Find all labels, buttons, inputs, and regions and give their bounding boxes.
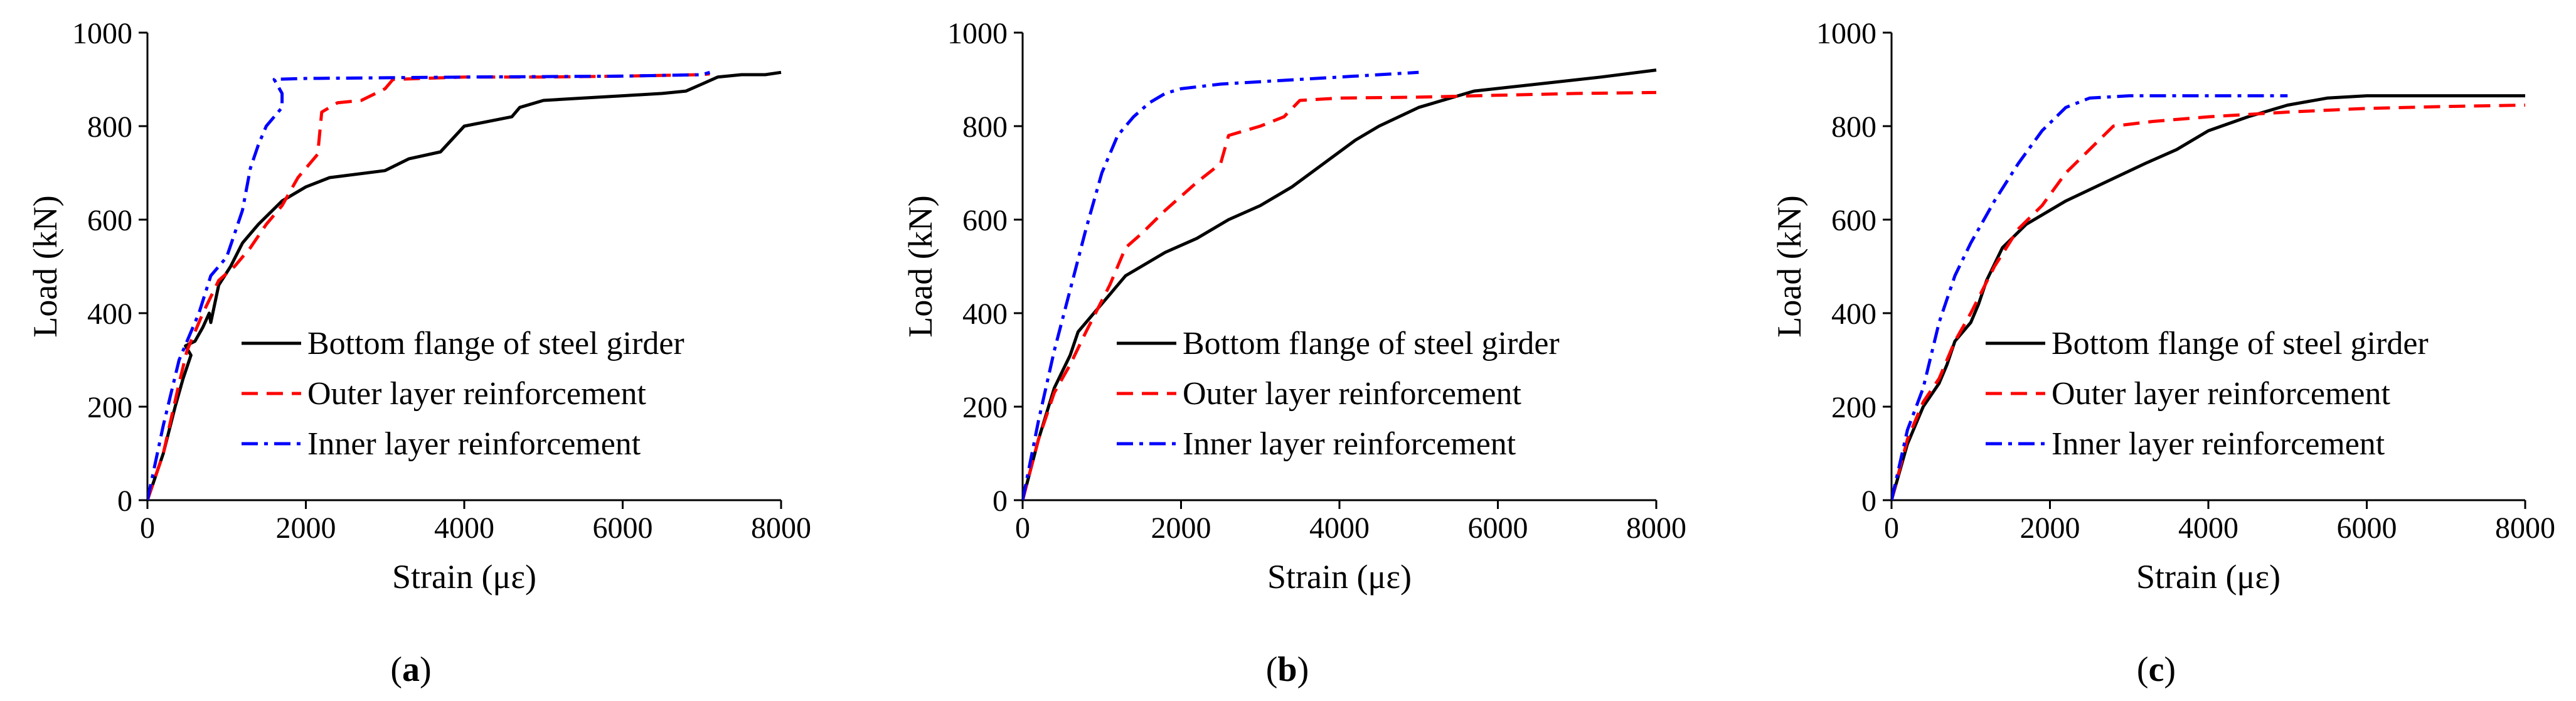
series-line-inner-layer xyxy=(147,70,711,500)
series-line-inner-layer xyxy=(1892,94,2288,500)
caption-open-paren: ( xyxy=(2137,650,2149,689)
y-tick-label: 800 xyxy=(962,110,1008,144)
y-tick-label: 0 xyxy=(1861,484,1876,518)
y-tick-label: 0 xyxy=(117,484,132,518)
legend-label: Inner layer reinforcement xyxy=(2052,426,2385,462)
y-tick-label: 1000 xyxy=(1816,17,1876,50)
y-tick-label: 0 xyxy=(993,484,1008,518)
y-tick-label: 200 xyxy=(1831,391,1876,424)
x-tick-label: 8000 xyxy=(751,511,811,545)
panel-caption: (b) xyxy=(1266,650,1309,689)
caption-close-paren: ) xyxy=(1297,650,1309,689)
caption-letter: c xyxy=(2149,650,2164,689)
y-tick-label: 600 xyxy=(87,204,132,237)
x-tick-label: 6000 xyxy=(1468,511,1528,545)
y-tick-label: 400 xyxy=(87,297,132,331)
x-tick-label: 8000 xyxy=(2495,511,2555,545)
caption-close-paren: ) xyxy=(2164,650,2176,689)
y-axis-title: Load (kN) xyxy=(902,195,939,337)
y-tick-label: 400 xyxy=(962,297,1008,331)
x-axis-title: Strain (με) xyxy=(2136,558,2281,596)
legend-label: Outer layer reinforcement xyxy=(307,376,646,412)
x-tick-label: 0 xyxy=(1015,511,1030,545)
y-axis-title: Load (kN) xyxy=(26,195,64,337)
chart-panel-b: 0 2000 4000 6000 8000 0 200 400 600 800 1000 Strain… xyxy=(902,17,1686,689)
legend-label: Bottom flange of steel girder xyxy=(1183,326,1560,361)
y-tick-label: 600 xyxy=(962,204,1008,237)
legend-label: Inner layer reinforcement xyxy=(1183,426,1516,462)
x-tick-label: 4000 xyxy=(434,511,494,545)
legend-label: Bottom flange of steel girder xyxy=(2052,326,2429,361)
caption-open-paren: ( xyxy=(390,650,402,689)
caption-close-paren: ) xyxy=(420,650,432,689)
caption-open-paren: ( xyxy=(1266,650,1278,689)
caption-letter: a xyxy=(402,650,420,689)
y-tick-label: 400 xyxy=(1831,297,1876,331)
series-line-outer-layer xyxy=(1892,104,2526,500)
chart-panel-a: 0 2000 4000 6000 8000 0 200 400 600 800 1000 Strain… xyxy=(26,17,811,689)
x-axis-title: Strain (με) xyxy=(1267,558,1412,596)
series-line-bottom-flange xyxy=(1892,94,2525,500)
y-tick-label: 1000 xyxy=(947,17,1008,50)
x-tick-label: 0 xyxy=(140,511,155,545)
legend-label: Inner layer reinforcement xyxy=(307,426,641,462)
y-tick-label: 600 xyxy=(1831,204,1876,237)
legend-label: Outer layer reinforcement xyxy=(1183,376,1521,412)
legend-label: Bottom flange of steel girder xyxy=(307,326,684,361)
panel-caption: (a) xyxy=(390,650,431,689)
y-tick-label: 800 xyxy=(1831,110,1876,144)
x-tick-label: 2000 xyxy=(276,511,336,545)
y-tick-label: 200 xyxy=(962,391,1008,424)
legend-label: Outer layer reinforcement xyxy=(2052,376,2390,412)
x-tick-label: 6000 xyxy=(593,511,653,545)
x-tick-label: 4000 xyxy=(2178,511,2238,545)
chart-panel-c: 0 2000 4000 6000 8000 0 200 400 600 800 1000 Strain… xyxy=(1770,17,2555,689)
x-axis-title: Strain (με) xyxy=(392,558,536,596)
y-axis-title: Load (kN) xyxy=(1770,195,1808,337)
y-tick-label: 1000 xyxy=(72,17,132,50)
caption-letter: b xyxy=(1277,650,1297,689)
x-tick-label: 0 xyxy=(1884,511,1899,545)
x-tick-label: 6000 xyxy=(2337,511,2397,545)
y-tick-label: 800 xyxy=(87,110,132,144)
x-tick-label: 2000 xyxy=(2020,511,2080,545)
x-tick-label: 2000 xyxy=(1151,511,1211,545)
x-tick-label: 8000 xyxy=(1626,511,1686,545)
y-tick-label: 200 xyxy=(87,391,132,424)
panel-caption: (c) xyxy=(2137,650,2176,689)
series-line-bottom-flange xyxy=(1023,68,1657,500)
x-tick-label: 4000 xyxy=(1309,511,1370,545)
series-line-inner-layer xyxy=(1023,70,1419,500)
series-line-outer-layer xyxy=(147,72,710,500)
series-line-outer-layer xyxy=(1023,90,1657,500)
